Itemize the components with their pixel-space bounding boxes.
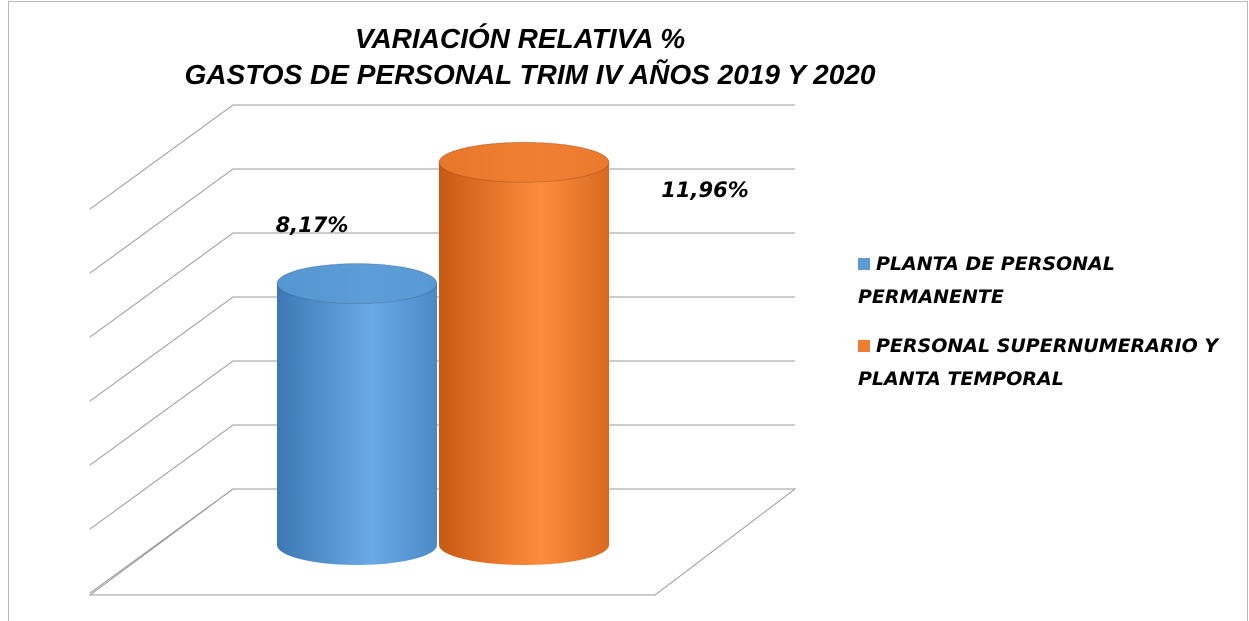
legend-item: PLANTA DE PERSONAL PERMANENTE — [858, 248, 1238, 314]
legend-swatch — [858, 258, 870, 270]
legend-item: PERSONAL SUPERNUMERARIO Y PLANTA TEMPORA… — [858, 330, 1238, 396]
legend-label: PERSONAL SUPERNUMERARIO Y PLANTA TEMPORA… — [858, 335, 1219, 390]
legend-swatch — [858, 340, 870, 352]
grid-line — [89, 104, 795, 210]
cylinder — [277, 263, 437, 565]
frame — [8, 1, 1248, 621]
cylinder-top — [276, 263, 438, 305]
legend-label: PLANTA DE PERSONAL PERMANENTE — [858, 253, 1115, 308]
cylinder-top — [438, 141, 610, 183]
data-label: 11,96% — [661, 178, 748, 202]
cylinder — [439, 142, 609, 565]
chart-title: GASTOS DE PERSONAL TRIM IV AÑOS 2019 Y 2… — [185, 59, 876, 90]
chart-title: VARIACIÓN RELATIVA % — [355, 23, 685, 54]
data-label: 8,17% — [276, 213, 349, 237]
